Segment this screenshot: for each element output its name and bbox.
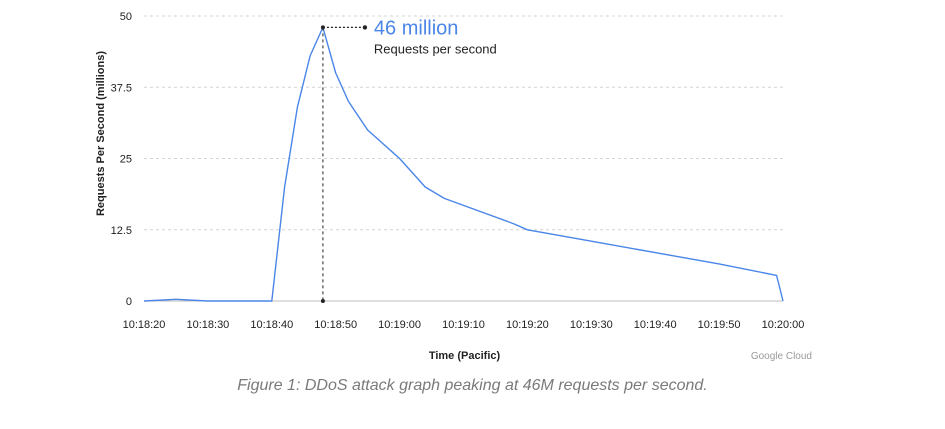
y-tick-label: 0 [126, 296, 132, 308]
y-tick-label: 37.5 [111, 82, 132, 94]
x-tick-label: 10:19:30 [570, 319, 613, 331]
peak-annotation: 46 million Requests per second [320, 17, 497, 303]
gridlines [144, 15, 783, 231]
series-line [143, 26, 784, 302]
x-tick-label: 10:19:50 [698, 319, 741, 331]
figure-caption: Figure 1: DDoS attack graph peaking at 4… [237, 377, 708, 394]
x-tick-label: 10:18:50 [314, 319, 357, 331]
y-tick-label: 12.5 [111, 225, 132, 237]
x-tick-label: 10:20:00 [762, 319, 805, 331]
x-tick-label: 10:19:10 [442, 319, 485, 331]
x-tick-label: 10:19:40 [634, 319, 677, 331]
x-tick-label: 10:19:20 [506, 319, 549, 331]
series-layer [143, 26, 784, 302]
y-tick-label: 50 [120, 11, 132, 23]
peak-base-dot [320, 299, 325, 303]
google-cloud-watermark: Google Cloud [751, 351, 812, 362]
x-tick-label: 10:18:20 [123, 319, 166, 331]
y-axis-label: Requests Per Second (millions) [95, 51, 107, 216]
peak-dot [320, 25, 325, 30]
x-tick-labels: 10:18:20 10:18:30 10:18:40 10:18:50 10:19:00… [123, 319, 805, 331]
x-tick-label: 10:18:30 [186, 319, 229, 331]
leader-end-dot [362, 25, 368, 30]
y-tick-labels: 0 12.5 25 37.5 50 [111, 11, 132, 308]
x-axis-label: Time (Pacific) [429, 350, 501, 362]
x-tick-label: 10:19:00 [378, 319, 421, 331]
peak-description-label: Requests per second [374, 41, 497, 56]
x-tick-label: 10:18:40 [250, 319, 293, 331]
peak-value-label: 46 million [374, 17, 458, 39]
y-tick-label: 25 [120, 154, 132, 166]
